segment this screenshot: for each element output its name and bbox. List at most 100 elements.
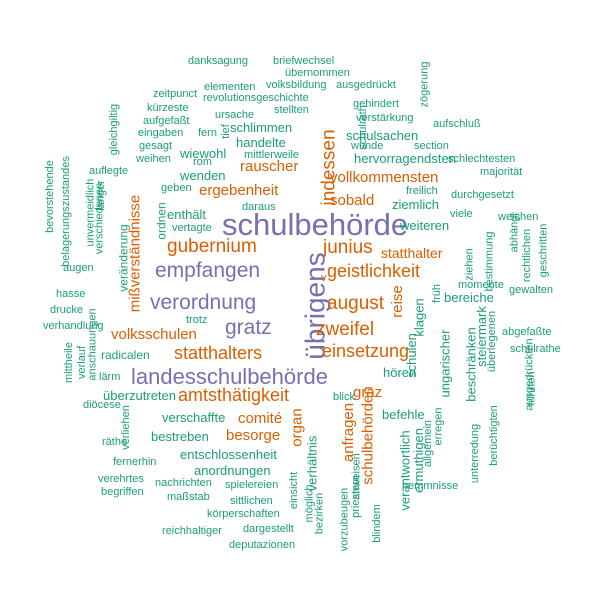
cloud-word: blindem [370,504,383,543]
cloud-word: wenden [180,168,226,183]
cloud-word: anordnungen [194,463,271,478]
cloud-word: augen [63,262,94,274]
cloud-word: bereiche [444,290,494,305]
cloud-word: ziehen [463,248,476,281]
cloud-word: amtsthätigkeit [178,385,290,405]
cloud-word: stellten [274,104,309,116]
cloud-word: volksschulen [111,326,197,343]
cloud-word: radicalen [101,348,150,362]
cloud-word: schulrathe [510,343,561,355]
cloud-word: bezirken [313,492,326,535]
cloud-word: mittlerweile [244,149,300,161]
cloud-word: lärm [99,371,121,383]
cloud-word: august [327,293,385,314]
cloud-word: graz [353,384,383,401]
cloud-word: verhältnis [304,435,320,492]
cloud-word: vertagte [172,222,212,234]
cloud-word: anschauungen [86,308,99,381]
cloud-word: verehrtes [98,473,144,485]
cloud-word: schulsachen [346,128,419,143]
cloud-word: verstärkung [356,112,414,124]
cloud-word: auflegte [89,165,129,177]
cloud-word: blick [333,391,356,403]
cloud-word: ergebenheit [199,182,279,199]
cloud-word: junius [323,237,373,258]
cloud-word: verschaffte [162,410,226,425]
cloud-word: geschritten [537,223,550,278]
cloud-word: ausgedrückt [336,79,396,91]
cloud-word: besorge [226,427,281,444]
cloud-word: aufschluß [433,118,481,130]
cloud-word: momente [458,279,504,291]
cloud-word: begriffen [101,486,144,498]
cloud-word: fernerhin [113,456,157,468]
cloud-word: gleichgiltig [108,103,121,156]
cloud-word: berüchtigten [487,405,500,466]
cloud-word: dargestellt [243,523,294,535]
cloud-word: danksagung [188,55,248,67]
cloud-word: klagen [411,298,427,337]
cloud-word: erregen [432,407,445,446]
cloud-word: ursache [215,109,255,121]
cloud-word: entschlossenheit [180,447,277,462]
cloud-word: elementen [204,81,256,93]
cloud-word: einsetzung [322,341,410,361]
cloud-word: hasse [56,288,86,300]
cloud-word: weihen [136,153,171,165]
cloud-word: tief [219,124,232,139]
cloud-word: verliehen [119,405,132,450]
cloud-word: einsicht [288,471,301,510]
cloud-word: geben [161,182,192,194]
cloud-word: verantwortlich [397,430,413,511]
cloud-word: gehindert [353,98,399,110]
cloud-word: rauscher [240,158,299,175]
cloud-word: wiewohl [180,146,227,161]
cloud-word: v [321,272,327,284]
cloud-word: volksbildung [266,79,327,91]
cloud-word: sobald [330,192,375,209]
cloud-word: schlechtesten [448,153,516,165]
cloud-word: mittheile [62,342,75,383]
cloud-word: ziemlich [392,197,439,212]
cloud-word: rechtlichen [521,228,534,283]
cloud-word: verordnung [150,291,257,314]
cloud-word: majorität [480,166,523,178]
cloud-word: führten [525,371,538,406]
cloud-word: gubernium [167,236,257,257]
cloud-word: freilich [406,185,438,197]
cloud-word: nachrichten [155,477,212,489]
cloud-word: diöcese [83,399,121,411]
cloud-word: schlimmen [230,120,293,135]
cloud-word: enthält [167,207,207,222]
cloud-word: verschiedenen [93,182,106,255]
cloud-word: bevorstehende [43,160,56,233]
cloud-word: rom [193,156,212,168]
cloud-word: geistlichkeit [327,261,421,281]
cloud-word: veränderung [116,224,131,292]
cloud-word: schulbehörden [359,386,377,485]
cloud-word: section [414,140,449,152]
cloud-word: handelte [236,135,286,150]
cloud-word: zögerung [418,61,431,108]
cloud-word: übernommen [285,67,350,79]
cloud-word: priestern [349,475,362,518]
cloud-word: empfangen [155,259,261,282]
cloud-word: hemmnisse [402,480,459,492]
cloud-word: durchgesetzt [451,189,514,201]
cloud-word: reichhaltiger [162,525,222,537]
cloud-word: briefwechsel [273,55,335,67]
cloud-word: verhandlung [43,320,104,332]
cloud-word: eingaben [138,127,184,139]
cloud-word: wunde [351,140,384,152]
cloud-word: gratz [225,316,272,339]
cloud-word: daraus [242,201,276,213]
cloud-word: landesschulbehörde [131,364,328,389]
cloud-word: statthalters [174,343,263,363]
cloud-word: schulbehörde [222,207,409,242]
cloud-word: hören [383,365,417,380]
cloud-word: räthe [102,436,128,448]
cloud-word: viele [450,208,473,220]
cloud-word: zeitpunct [153,88,198,100]
cloud-word: bestreben [151,429,209,444]
cloud-word: verlauf [76,345,89,380]
